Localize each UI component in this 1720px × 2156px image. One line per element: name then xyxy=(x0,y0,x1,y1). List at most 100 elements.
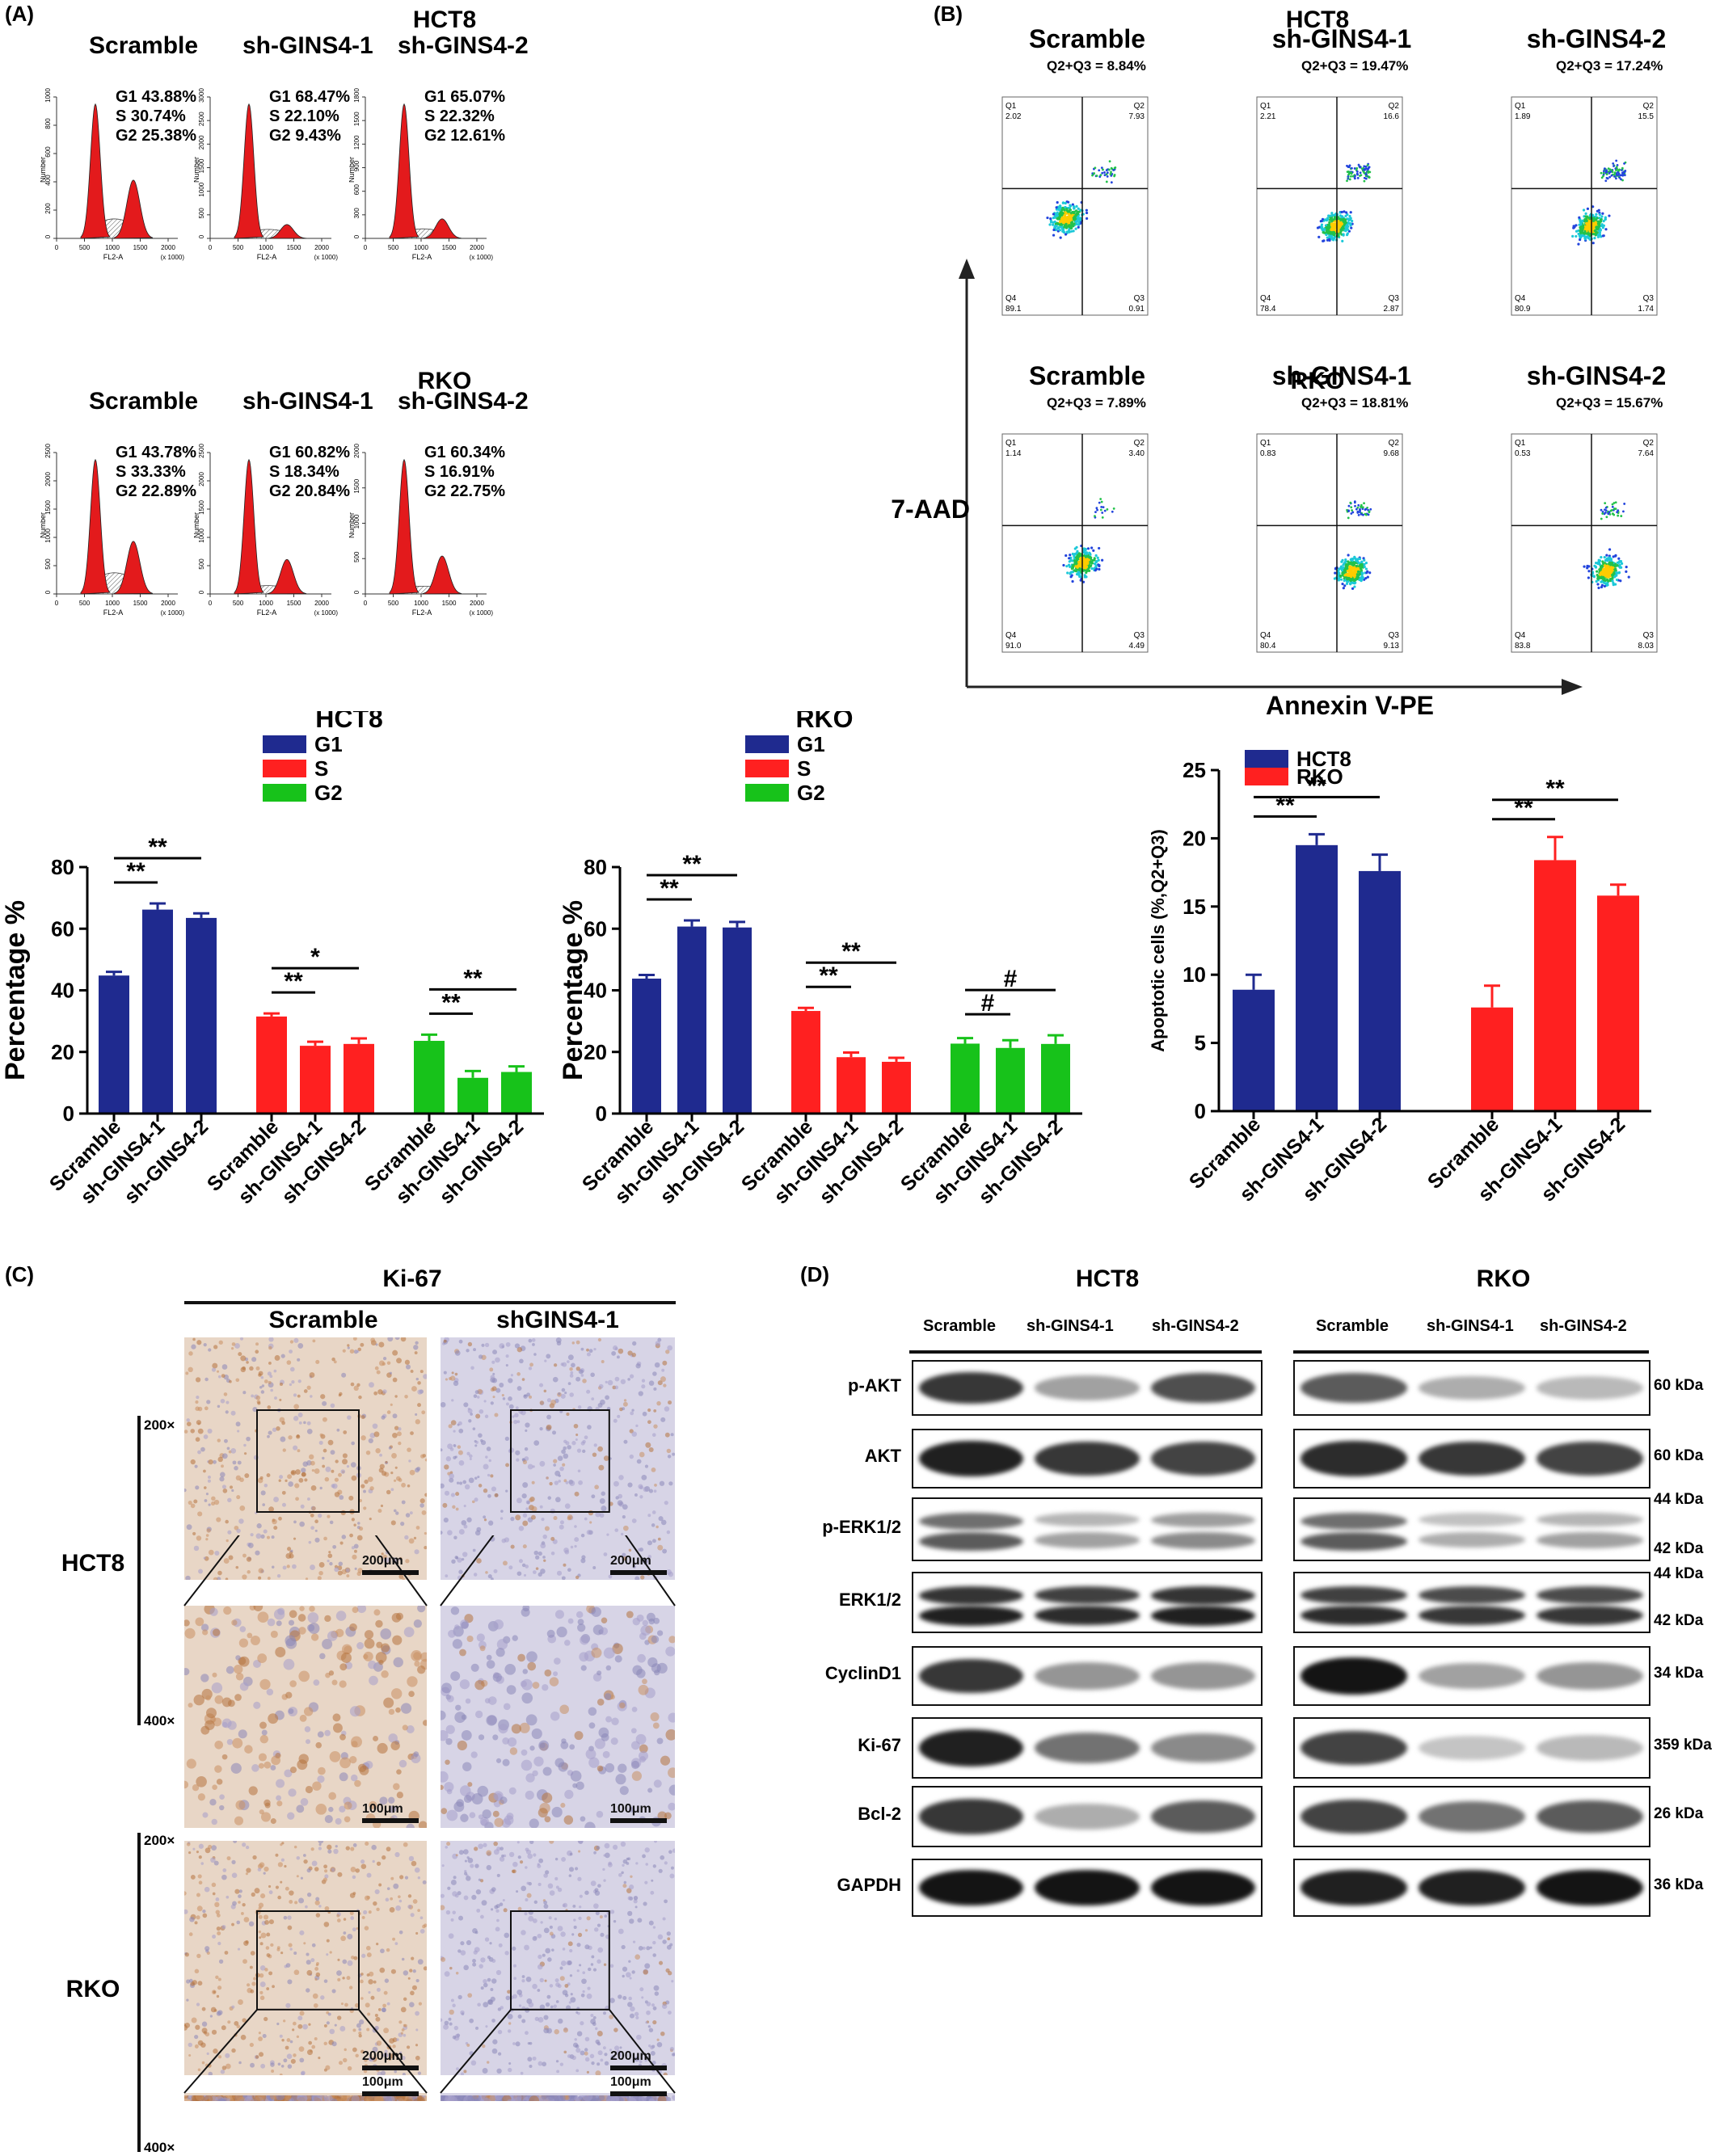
cell-nucleus xyxy=(566,1481,569,1484)
cell-nucleus xyxy=(217,1405,220,1408)
event-dot xyxy=(1628,576,1630,579)
cell-nucleus xyxy=(208,1429,213,1434)
cell-nucleus xyxy=(444,1371,447,1375)
event-dot xyxy=(1065,223,1068,225)
event-dot xyxy=(1615,159,1617,162)
event-dot xyxy=(1600,556,1602,558)
y-tick-label: 2500 xyxy=(198,444,205,458)
y-tick-label: 0 xyxy=(596,1101,607,1126)
significance-mark: ** xyxy=(660,875,679,902)
cell-nucleus xyxy=(356,1383,360,1387)
event-dot xyxy=(1578,217,1580,219)
cell-nucleus xyxy=(264,1379,268,1383)
legend-label: G1 xyxy=(314,732,343,756)
event-dot xyxy=(1077,208,1080,210)
cell-nucleus xyxy=(239,1505,245,1511)
cell-nucleus xyxy=(318,1514,322,1518)
cell-nucleus xyxy=(458,1421,462,1425)
cell-nucleus xyxy=(656,1401,660,1405)
event-dot xyxy=(1600,576,1603,579)
cell-nucleus xyxy=(229,1380,232,1383)
y-tick-label: 800 xyxy=(44,118,52,129)
cell-nucleus xyxy=(196,1420,201,1425)
cell-nucleus xyxy=(268,1381,272,1384)
cell-nucleus xyxy=(622,1407,625,1410)
event-dot xyxy=(1592,242,1595,244)
x-tick-label: 1500 xyxy=(442,600,457,607)
panel-letter-b: (B) xyxy=(934,2,963,27)
event-dot xyxy=(1605,575,1608,577)
cell-nucleus xyxy=(411,1386,417,1392)
event-dot xyxy=(1355,167,1358,170)
cell-nucleus xyxy=(353,1337,357,1341)
cell-nucleus xyxy=(256,1523,261,1528)
panel-letter-c: (C) xyxy=(5,1262,34,1287)
event-dot xyxy=(1598,224,1600,226)
cell-nucleus xyxy=(451,1493,455,1497)
cell-nucleus xyxy=(278,1517,282,1521)
event-dot xyxy=(1347,171,1349,173)
event-dot xyxy=(1601,574,1604,576)
cell-nucleus xyxy=(279,1480,281,1482)
bar xyxy=(1359,871,1401,1111)
cell-nucleus xyxy=(441,1402,445,1408)
cell-nucleus xyxy=(450,1375,456,1381)
cell-nucleus xyxy=(653,1409,656,1413)
cell-nucleus xyxy=(224,1439,228,1443)
cell-nucleus xyxy=(420,1498,425,1503)
cell-nucleus xyxy=(268,1337,273,1342)
cell-nucleus xyxy=(446,1456,451,1461)
x-tick-label: 1000 xyxy=(414,244,428,251)
cell-nucleus xyxy=(260,1476,263,1480)
cell-nucleus xyxy=(408,1459,411,1462)
event-dot xyxy=(1062,212,1064,214)
event-dot xyxy=(1344,218,1347,221)
cell-nucleus xyxy=(572,1341,575,1344)
x-tick-label: 1000 xyxy=(105,600,120,607)
cell-nucleus xyxy=(523,1394,527,1398)
cell-nucleus xyxy=(310,1461,315,1466)
bar xyxy=(791,1011,820,1114)
cell-nucleus xyxy=(212,1363,217,1369)
event-dot xyxy=(1604,585,1606,587)
cell-nucleus xyxy=(574,1424,579,1429)
cell-nucleus xyxy=(505,1489,508,1492)
event-dot xyxy=(1053,217,1056,219)
cell-nucleus xyxy=(293,1521,297,1524)
cell-nucleus xyxy=(515,1514,521,1520)
cell-nucleus xyxy=(591,1494,595,1498)
cell-nucleus xyxy=(213,1460,217,1464)
event-dot xyxy=(1613,173,1616,175)
y-tick-label: 1000 xyxy=(198,182,205,196)
cell-nucleus xyxy=(398,1442,401,1445)
event-dot xyxy=(1616,166,1618,168)
cell-nucleus xyxy=(584,1435,588,1439)
cell-nucleus xyxy=(655,1362,660,1368)
cell-nucleus xyxy=(466,1518,471,1522)
event-dot xyxy=(1363,165,1365,167)
cell-nucleus xyxy=(661,1369,664,1372)
cell-nucleus xyxy=(255,1350,259,1354)
cell-nucleus xyxy=(381,1505,383,1507)
event-dot xyxy=(1605,554,1608,557)
cell-nucleus xyxy=(212,1367,216,1371)
cell-nucleus xyxy=(567,1445,571,1450)
cell-nucleus xyxy=(522,1493,527,1498)
cell-nucleus xyxy=(246,1437,251,1442)
cell-nucleus xyxy=(395,1511,398,1514)
cell-nucleus xyxy=(525,1422,529,1427)
cell-nucleus xyxy=(269,1375,272,1378)
cell-nucleus xyxy=(314,1468,320,1474)
y-tick-label: 80 xyxy=(584,855,607,879)
cell-nucleus xyxy=(455,1350,461,1356)
cell-nucleus xyxy=(581,1348,584,1351)
event-dot xyxy=(1321,225,1323,228)
cell-nucleus xyxy=(206,1528,210,1532)
cell-nucleus xyxy=(577,1449,581,1453)
cell-nucleus xyxy=(307,1386,311,1390)
event-dot xyxy=(1600,219,1602,221)
cell-nucleus xyxy=(455,1373,458,1376)
event-dot xyxy=(1096,175,1098,177)
cell-nucleus xyxy=(559,1467,564,1472)
cell-nucleus xyxy=(505,1463,509,1467)
